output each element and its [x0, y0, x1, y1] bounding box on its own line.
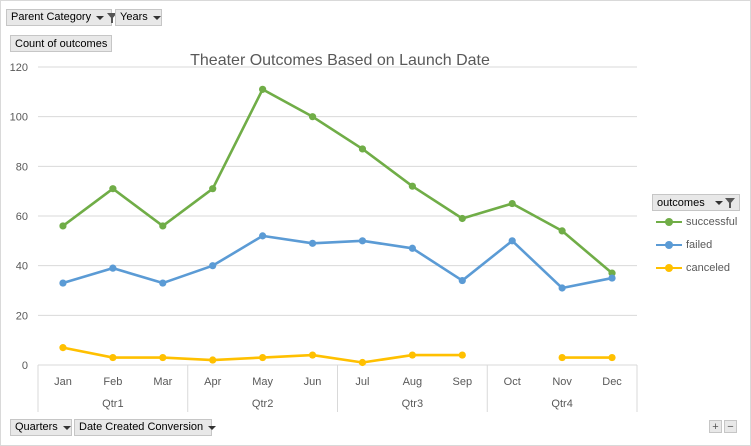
value-field-button[interactable]: Count of outcomes — [10, 35, 113, 52]
data-point-failed — [458, 276, 466, 285]
data-point-canceled — [608, 353, 616, 362]
legend-swatch-canceled — [656, 264, 682, 272]
chevron-down-icon — [715, 201, 723, 205]
data-point-failed — [508, 237, 516, 245]
data-point-canceled — [358, 358, 367, 367]
date-created-field-button[interactable]: Date Created Conversion — [74, 419, 217, 436]
y-tick-label: 120 — [10, 62, 28, 74]
years-label: Years — [120, 11, 148, 23]
data-point-canceled — [209, 356, 217, 364]
data-point-canceled — [408, 351, 416, 359]
series-lines — [59, 85, 616, 367]
data-point-failed — [558, 284, 566, 292]
data-point-successful — [408, 182, 416, 190]
data-point-canceled — [109, 353, 117, 362]
x-group-label: Qtr1 — [102, 398, 123, 410]
data-point-canceled — [558, 353, 566, 362]
data-point-failed — [109, 264, 117, 272]
data-point-successful — [59, 222, 67, 230]
y-axis-ticks: 0 20 40 60 80 100 120 — [10, 62, 28, 372]
data-point-successful — [508, 199, 516, 208]
legend-label-failed: failed — [686, 239, 713, 251]
chevron-down-icon — [96, 15, 105, 20]
x-tick-label: Aug — [403, 376, 423, 388]
x-tick-label: Jun — [304, 376, 322, 388]
data-point-canceled — [59, 344, 67, 352]
series-line-successful — [62, 88, 613, 275]
x-tick-label: May — [252, 376, 273, 388]
y-tick-label: 60 — [16, 211, 28, 223]
gridlines — [38, 66, 637, 366]
series-line-failed — [62, 234, 613, 290]
y-tick-label: 80 — [16, 161, 28, 173]
expand-button[interactable]: + — [709, 420, 722, 433]
x-tick-label: Feb — [103, 376, 122, 388]
data-point-canceled — [458, 351, 466, 359]
x-tick-label: Mar — [153, 376, 172, 388]
data-point-failed — [308, 239, 317, 247]
parent-category-label: Parent Category — [11, 11, 92, 23]
data-point-successful — [608, 269, 616, 277]
y-tick-label: 40 — [16, 261, 28, 273]
data-point-successful — [558, 227, 566, 235]
chart-title: Theater Outcomes Based on Launch Date — [190, 52, 490, 69]
quarters-label: Quarters — [15, 421, 58, 433]
data-point-failed — [608, 274, 616, 282]
years-filter-button[interactable]: Years — [115, 9, 162, 26]
data-point-failed — [159, 279, 167, 287]
x-tick-label: Sep — [453, 376, 473, 388]
x-group-label: Qtr4 — [551, 398, 572, 410]
x-tick-label: Jul — [355, 376, 369, 388]
data-point-successful — [259, 85, 267, 93]
legend-label-successful: successful — [686, 216, 738, 228]
parent-category-filter-button[interactable]: Parent Category — [6, 9, 118, 26]
data-point-canceled — [259, 353, 267, 362]
x-tick-label: Oct — [504, 376, 521, 388]
outcomes-label: outcomes — [657, 197, 705, 209]
x-tick-label: Dec — [602, 376, 622, 388]
data-point-failed — [59, 279, 67, 287]
collapse-button[interactable]: − — [724, 420, 737, 433]
chevron-down-icon — [152, 15, 161, 20]
chevron-down-icon — [62, 425, 71, 430]
x-group-label: Qtr3 — [402, 398, 423, 410]
y-tick-label: 100 — [10, 112, 28, 124]
data-point-failed — [358, 237, 367, 245]
data-point-successful — [458, 214, 466, 223]
legend-item-failed: failed — [656, 239, 712, 251]
y-tick-label: 0 — [22, 360, 28, 372]
data-point-failed — [209, 262, 217, 270]
filter-icon — [725, 198, 735, 208]
data-point-successful — [308, 113, 317, 121]
x-tick-label: Nov — [552, 376, 572, 388]
x-tick-label: Apr — [204, 376, 221, 388]
date-created-label: Date Created Conversion — [79, 421, 204, 433]
data-point-successful — [109, 185, 117, 193]
legend-label-canceled: canceled — [686, 262, 731, 274]
quarters-field-button[interactable]: Quarters — [10, 419, 72, 436]
outcomes-legend-filter-button[interactable]: outcomes — [652, 194, 740, 211]
legend-item-canceled: canceled — [656, 262, 730, 274]
legend-item-successful: successful — [656, 216, 737, 228]
data-point-successful — [159, 222, 167, 230]
y-tick-label: 20 — [16, 310, 28, 322]
x-group-label: Qtr2 — [252, 398, 273, 410]
data-point-successful — [209, 185, 217, 193]
x-tick-label: Jan — [54, 376, 72, 388]
data-point-failed — [408, 244, 416, 252]
data-point-canceled — [308, 351, 317, 359]
legend-swatch-failed — [656, 241, 682, 249]
data-point-canceled — [159, 353, 167, 362]
data-point-successful — [358, 145, 367, 153]
legend-swatch-successful — [656, 218, 682, 226]
chevron-down-icon — [208, 425, 217, 430]
data-point-failed — [259, 232, 267, 240]
x-axis: Jan Feb Mar Apr May Jun Jul Aug Sep Oct Nov Dec Qtr1… — [37, 365, 638, 412]
